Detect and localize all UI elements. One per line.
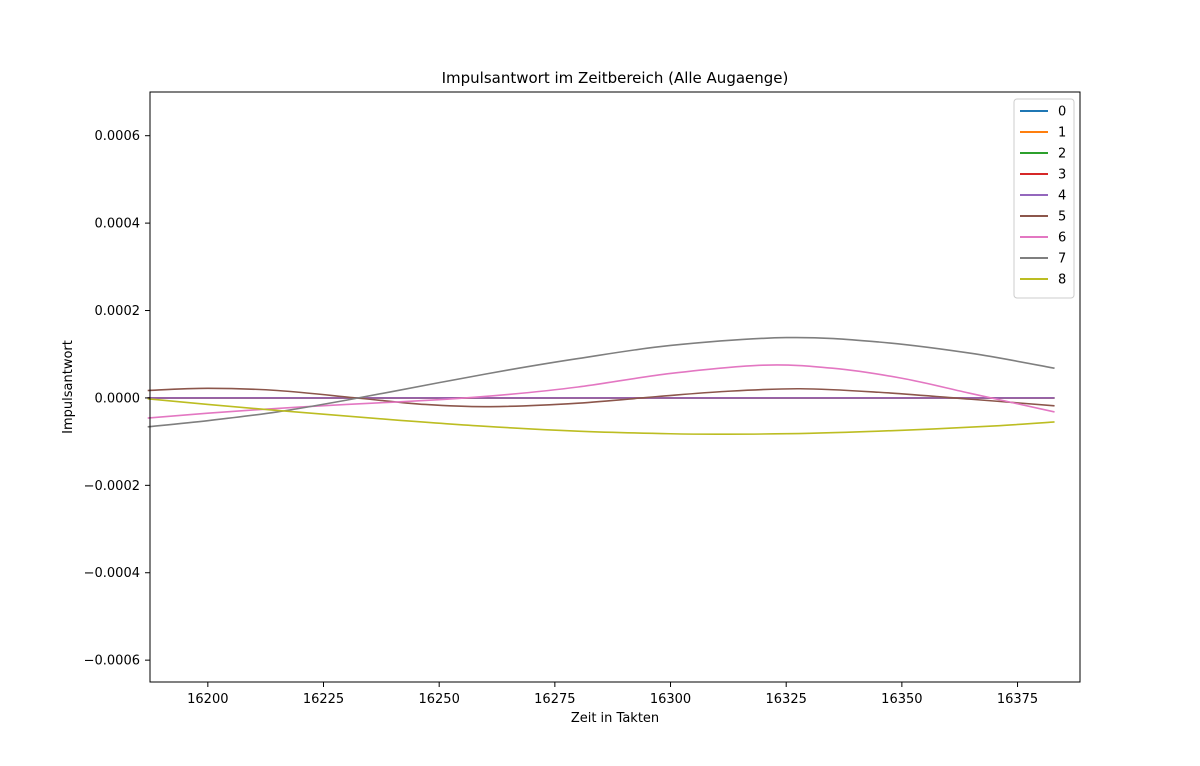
plot-lines — [147, 336, 1055, 436]
axes-frame — [149, 91, 1081, 683]
legend-label-6: 6 — [1058, 231, 1066, 246]
y-tick-label: −0.0006 — [84, 654, 140, 669]
series-line-5 — [147, 387, 1055, 408]
legend-label-8: 8 — [1058, 273, 1066, 288]
x-tick-label: 16375 — [997, 692, 1038, 707]
y-tick-label: −0.0002 — [84, 479, 140, 494]
legend-label-5: 5 — [1058, 210, 1066, 225]
legend-label-3: 3 — [1058, 168, 1066, 183]
legend-label-0: 0 — [1058, 105, 1066, 120]
series-line-6 — [147, 364, 1055, 419]
legend-box — [1013, 98, 1075, 299]
x-axis-ticks: 16200 16225 16250 16275 16300 16325 16350 16375 — [187, 682, 1038, 707]
y-tick-label: 0.0002 — [95, 304, 141, 319]
y-tick-label: −0.0004 — [84, 566, 140, 581]
chart-title: Impulsantwort im Zeitbereich (Alle Augae… — [442, 69, 789, 87]
series-line-8 — [147, 398, 1055, 436]
y-tick-label: 0.0000 — [95, 391, 141, 406]
x-tick-label: 16250 — [418, 692, 459, 707]
x-tick-label: 16350 — [881, 692, 922, 707]
x-tick-label: 16200 — [187, 692, 228, 707]
x-tick-label: 16325 — [766, 692, 807, 707]
y-axis-ticks: −0.0006 −0.0004 −0.0002 0.0000 0.0002 0.0004 0… — [84, 129, 150, 669]
legend-label-7: 7 — [1058, 252, 1066, 267]
x-tick-label: 16225 — [303, 692, 344, 707]
legend-label-1: 1 — [1058, 126, 1066, 141]
y-axis-label: Impulsantwort — [61, 340, 76, 434]
series-line-7 — [147, 336, 1055, 428]
x-tick-label: 16300 — [650, 692, 691, 707]
legend-label-2: 2 — [1058, 147, 1066, 162]
legend-label-4: 4 — [1058, 189, 1066, 204]
x-tick-label: 16275 — [534, 692, 575, 707]
x-axis-label: Zeit in Takten — [571, 711, 659, 726]
y-tick-label: 0.0004 — [95, 217, 141, 232]
legend: 0 1 2 3 4 5 6 7 8 — [1013, 98, 1075, 299]
y-tick-label: 0.0006 — [95, 129, 141, 144]
